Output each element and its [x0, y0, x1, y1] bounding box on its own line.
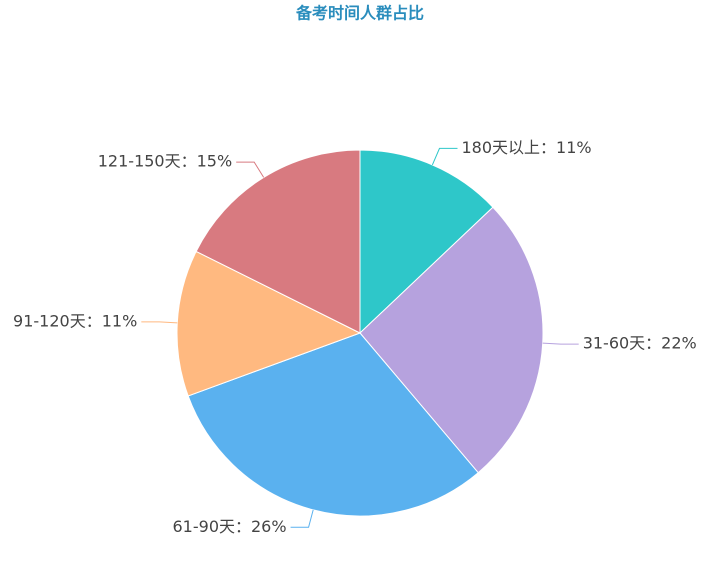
chart-title: 备考时间人群占比 — [295, 4, 424, 23]
label-line — [290, 509, 314, 528]
data-label: 121-150天：15% — [98, 152, 232, 171]
label-line — [236, 161, 265, 178]
pie-slice — [359, 149, 494, 335]
data-label: 180天以上：11% — [461, 138, 591, 157]
data-label: 31-60天：22% — [583, 334, 697, 353]
pie-slice — [359, 206, 544, 474]
data-label: 61-90天：26% — [173, 517, 287, 536]
label-line — [542, 342, 579, 345]
label-line — [141, 321, 178, 324]
data-label: 91-120天：11% — [13, 311, 137, 330]
label-line — [431, 147, 458, 166]
